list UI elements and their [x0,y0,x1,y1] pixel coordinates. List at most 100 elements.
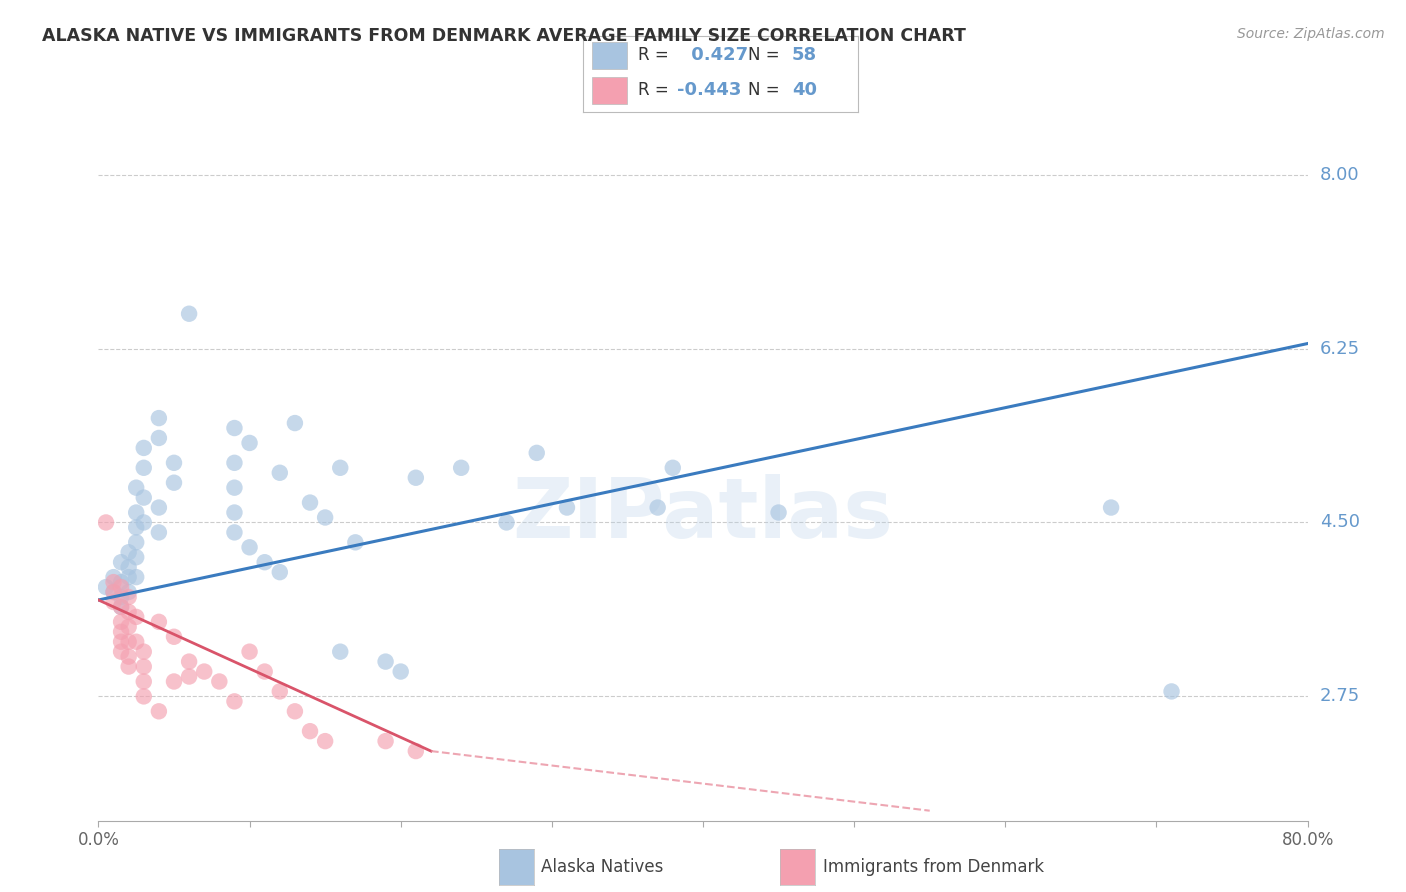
Text: -0.443: -0.443 [676,81,741,99]
Text: 40: 40 [792,81,817,99]
Point [177,655,201,669]
Point [239,645,262,659]
Point [224,506,246,520]
Point [125,535,148,549]
Text: ZIPatlas: ZIPatlas [513,474,893,555]
Point [94,580,117,594]
Point [450,460,472,475]
Point [374,734,396,748]
Point [125,634,148,648]
Point [118,634,141,648]
Point [118,545,141,559]
Text: R =: R = [638,46,669,64]
Point [224,694,246,708]
Point [110,645,132,659]
Point [125,610,148,624]
Point [110,624,132,639]
Point [239,541,262,555]
Point [314,510,336,524]
Point [132,690,155,704]
Text: 58: 58 [792,46,817,64]
Text: Alaska Natives: Alaska Natives [541,858,664,876]
Point [193,665,215,679]
Point [110,555,132,569]
Point [110,599,132,614]
Point [148,411,170,425]
Point [374,655,396,669]
Text: 6.25: 6.25 [1320,340,1360,358]
Point [103,570,125,584]
Point [132,516,155,530]
Point [768,506,790,520]
Text: Immigrants from Denmark: Immigrants from Denmark [823,858,1043,876]
Point [253,665,276,679]
Point [118,590,141,604]
Point [118,560,141,574]
Point [224,456,246,470]
Text: N =: N = [748,46,779,64]
Point [208,674,231,689]
Point [647,500,669,515]
Bar [592,42,627,69]
Point [118,620,141,634]
Point [148,525,170,540]
Point [314,734,336,748]
Text: N =: N = [748,81,779,99]
Point [148,500,170,515]
Point [110,634,132,648]
Point [110,580,132,594]
Point [132,645,155,659]
Point [125,570,148,584]
Point [344,535,367,549]
Point [163,674,186,689]
Point [118,649,141,664]
Point [177,669,201,683]
Point [224,481,246,495]
Point [110,599,132,614]
Text: 8.00: 8.00 [1320,166,1360,184]
Point [118,585,141,599]
Point [132,460,155,475]
Point [125,481,148,495]
Text: 2.75: 2.75 [1320,688,1360,706]
Point [284,416,307,430]
Point [269,466,291,480]
Point [103,575,125,590]
Point [132,674,155,689]
Point [110,575,132,590]
Point [148,431,170,445]
Point [405,744,427,758]
Point [125,506,148,520]
Point [239,436,262,450]
Point [526,446,548,460]
Text: 4.50: 4.50 [1320,514,1360,532]
Point [329,460,352,475]
Point [389,665,412,679]
Point [495,516,517,530]
Point [125,550,148,565]
Point [1160,684,1182,698]
Point [284,704,307,718]
Point [269,565,291,579]
Text: 0.427: 0.427 [685,46,748,64]
Point [110,615,132,629]
Point [125,520,148,534]
Point [555,500,578,515]
Text: ALASKA NATIVE VS IMMIGRANTS FROM DENMARK AVERAGE FAMILY SIZE CORRELATION CHART: ALASKA NATIVE VS IMMIGRANTS FROM DENMARK… [42,27,966,45]
Point [177,307,201,321]
Point [103,585,125,599]
Point [405,471,427,485]
Point [94,516,117,530]
Point [110,590,132,604]
Text: R =: R = [638,81,669,99]
Point [118,570,141,584]
Point [224,525,246,540]
Point [163,456,186,470]
Point [132,491,155,505]
Text: Source: ZipAtlas.com: Source: ZipAtlas.com [1237,27,1385,41]
Point [269,684,291,698]
Point [299,495,322,509]
Point [118,605,141,619]
Point [163,630,186,644]
Point [661,460,683,475]
